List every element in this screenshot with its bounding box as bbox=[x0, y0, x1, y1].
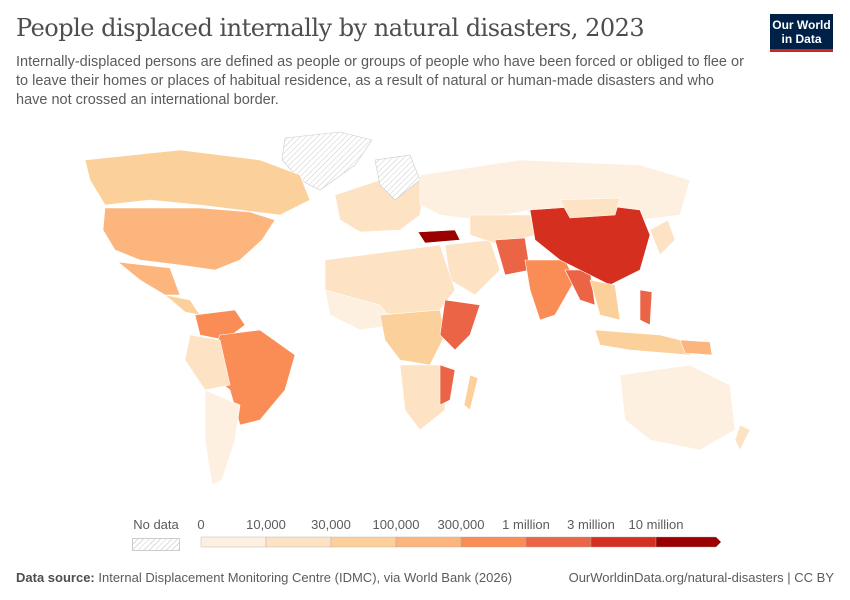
country-scandinavia[interactable] bbox=[374, 154, 421, 201]
country-peru-bolivia[interactable] bbox=[184, 334, 231, 391]
legend-bin[interactable] bbox=[395, 536, 462, 548]
country-australia[interactable] bbox=[619, 364, 736, 451]
country-greenland[interactable] bbox=[281, 131, 373, 191]
logo-text: Our World in Data bbox=[772, 18, 831, 46]
country-central-america[interactable] bbox=[163, 294, 201, 316]
owid-logo[interactable]: Our World in Data bbox=[770, 14, 833, 52]
country-horn-of-africa[interactable] bbox=[439, 299, 481, 351]
chart-subtitle: Internally-displaced persons are defined… bbox=[16, 54, 744, 108]
country-india[interactable] bbox=[524, 259, 576, 321]
country-png[interactable] bbox=[679, 339, 713, 356]
country-mexico[interactable] bbox=[117, 261, 181, 296]
country-colombia-venezuela[interactable] bbox=[194, 309, 246, 341]
legend-no-data-swatch bbox=[132, 538, 180, 551]
country-mongolia[interactable] bbox=[559, 197, 621, 219]
country-central-africa[interactable] bbox=[379, 309, 446, 366]
legend-bin[interactable] bbox=[525, 536, 592, 548]
legend-bin[interactable] bbox=[655, 536, 722, 548]
country-japan-korea[interactable] bbox=[649, 219, 676, 256]
country-new-zealand[interactable] bbox=[734, 424, 751, 451]
country-madagascar[interactable] bbox=[463, 374, 479, 411]
source-label: Data source: bbox=[16, 570, 95, 585]
world-map bbox=[84, 131, 751, 486]
legend-bin[interactable] bbox=[200, 536, 267, 548]
legend-bin[interactable] bbox=[265, 536, 332, 548]
legend: No data 0 10,000 30,000 100,000 300,000 1 mil… bbox=[0, 510, 850, 555]
country-southern-africa[interactable] bbox=[399, 364, 446, 431]
legend-tick-label: 30,000 bbox=[311, 517, 351, 532]
legend-tick-label: 0 bbox=[197, 517, 205, 532]
country-southeast-asia[interactable] bbox=[589, 279, 621, 321]
legend-tick-label: 10,000 bbox=[246, 517, 286, 532]
legend-bin[interactable] bbox=[330, 536, 397, 548]
source-text: Internal Displacement Monitoring Centre … bbox=[98, 570, 513, 585]
country-west-africa[interactable] bbox=[324, 289, 396, 331]
country-argentina-chile[interactable] bbox=[204, 389, 241, 486]
legend-tick-label: 1 million bbox=[502, 517, 550, 532]
footer-url-license[interactable]: OurWorldinData.org/natural-disasters | C… bbox=[568, 570, 834, 585]
chart-title: People displaced internally by natural d… bbox=[16, 14, 645, 42]
legend-bin[interactable] bbox=[590, 536, 657, 548]
legend-tick-label: 3 million bbox=[567, 517, 615, 532]
country-philippines[interactable] bbox=[639, 289, 653, 326]
legend-bar bbox=[200, 536, 722, 548]
country-indonesia[interactable] bbox=[594, 329, 701, 356]
country-canada-usa-north[interactable] bbox=[84, 149, 311, 216]
legend-no-data-label: No data bbox=[133, 517, 179, 532]
country-mozambique[interactable] bbox=[439, 364, 456, 406]
country-afghanistan-pakistan[interactable] bbox=[494, 237, 531, 276]
legend-tick-label: 100,000 bbox=[372, 517, 420, 532]
country-usa[interactable] bbox=[102, 207, 276, 271]
legend-tick-label: 10 million bbox=[628, 517, 684, 532]
country-turkey[interactable] bbox=[417, 229, 461, 244]
data-source: Data source: Internal Displacement Monit… bbox=[16, 570, 512, 585]
legend-tick-label: 300,000 bbox=[437, 517, 485, 532]
legend-bin[interactable] bbox=[460, 536, 527, 548]
country-china[interactable] bbox=[529, 204, 651, 286]
